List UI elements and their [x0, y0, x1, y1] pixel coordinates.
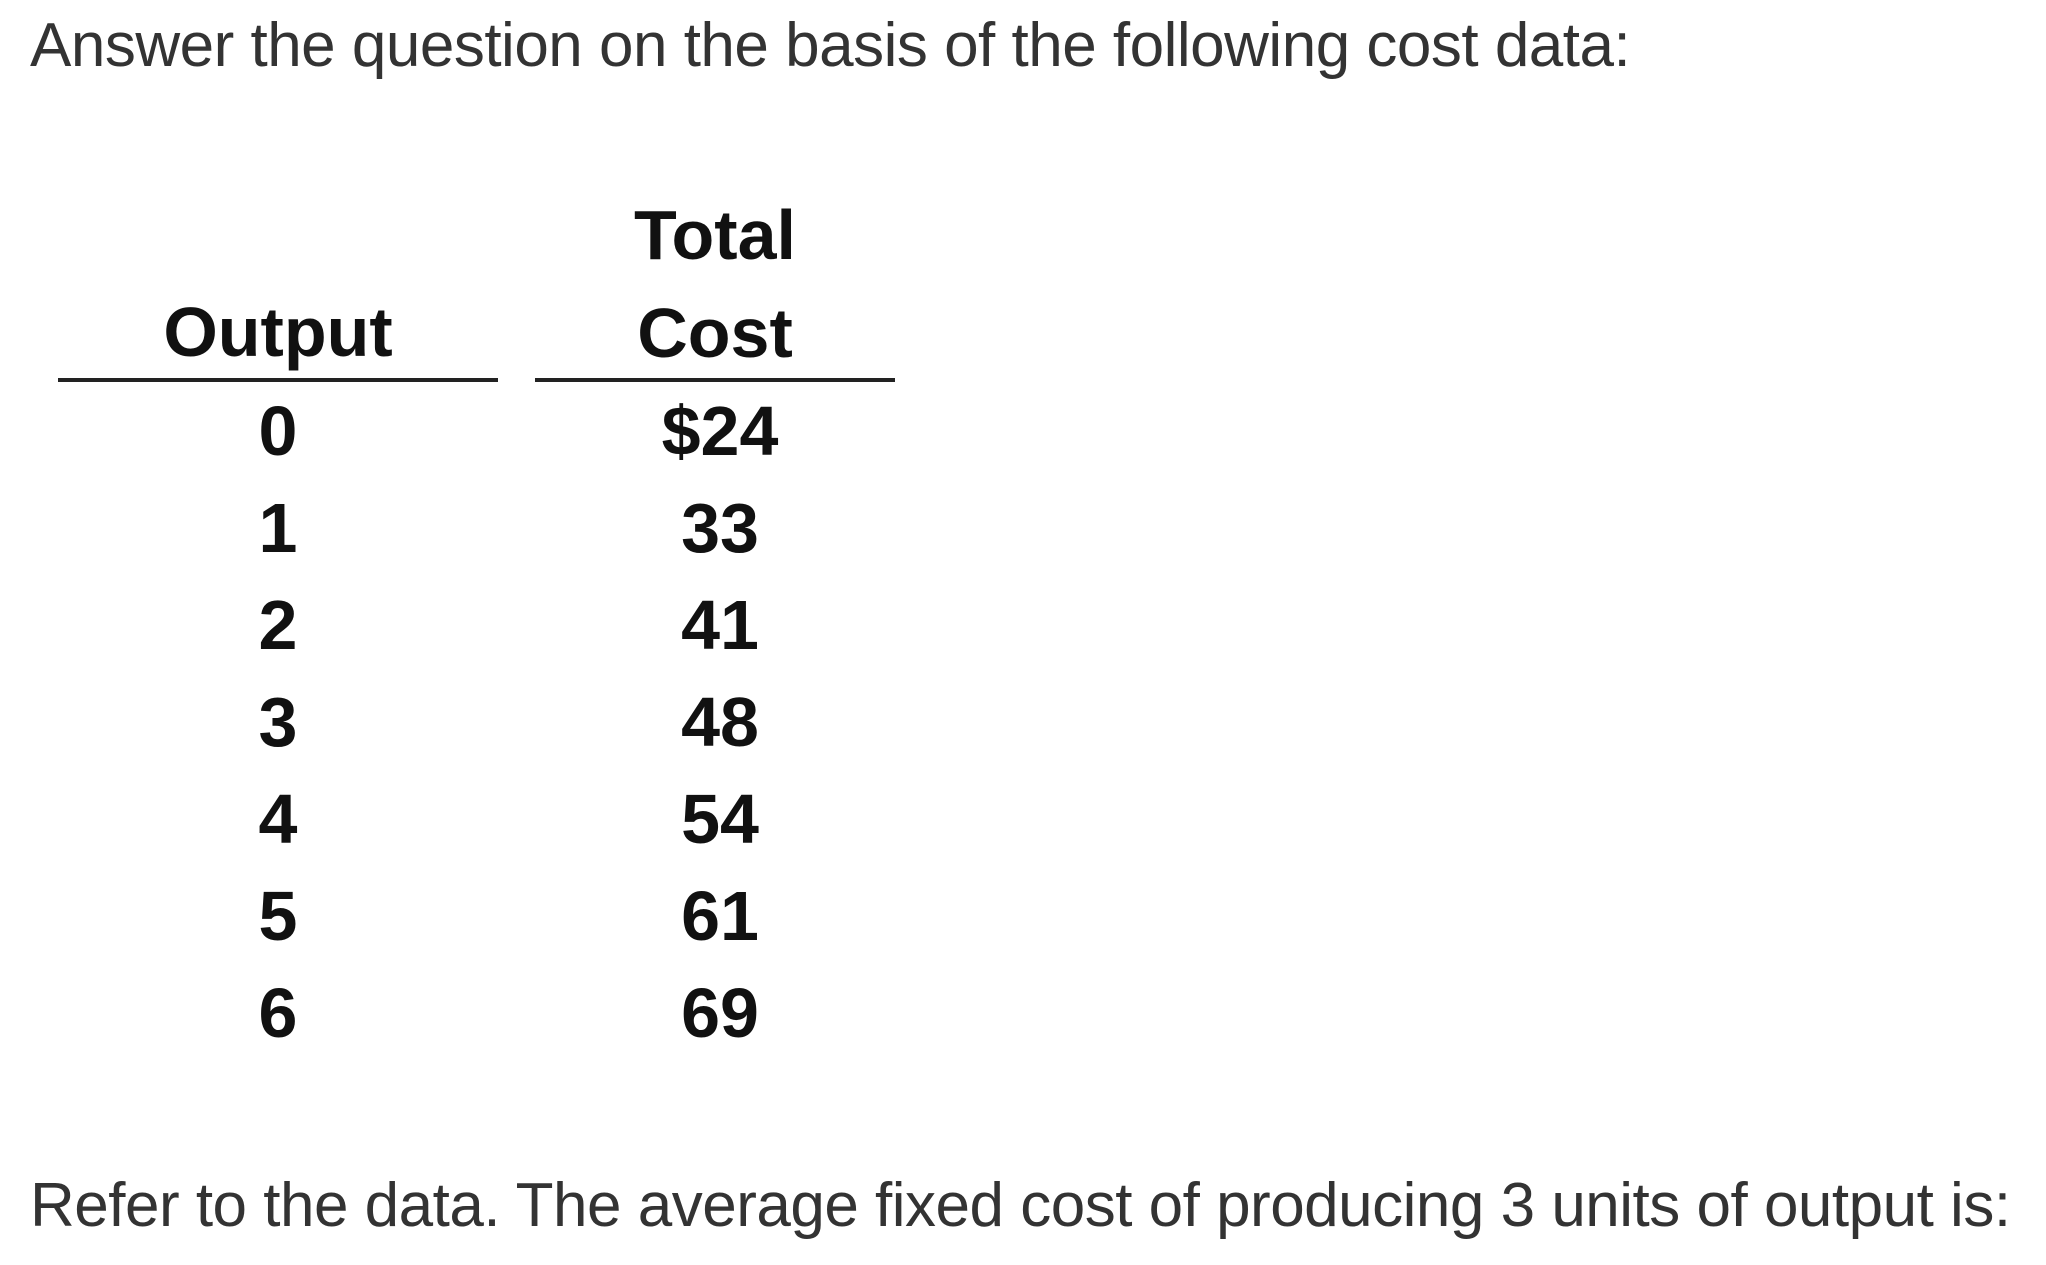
total-cost-cell: $24 — [661, 392, 779, 470]
output-cell: 4 — [258, 780, 298, 858]
table-row: 5 61 — [0, 867, 1000, 965]
total-cost-cell: 61 — [681, 877, 759, 955]
intro-text: Answer the question on the basis of the … — [30, 11, 1631, 80]
header-underline-total-cost — [535, 378, 895, 382]
output-cell: 1 — [258, 489, 298, 567]
header-total-cost-line1: Total — [633, 196, 796, 274]
total-cost-cell: 41 — [681, 586, 759, 664]
output-cell: 3 — [258, 683, 298, 761]
total-cost-cell: 48 — [681, 683, 759, 761]
output-cell: 2 — [258, 586, 298, 664]
table-row: 1 33 — [0, 479, 1000, 577]
table-row: 6 69 — [0, 964, 1000, 1062]
output-cell: 6 — [258, 974, 298, 1052]
question-text: Refer to the data. The average fixed cos… — [30, 1171, 2011, 1240]
cost-data-table: Total Cost Output 0 $24 1 33 2 41 3 48 4… — [0, 0, 1000, 1100]
header-output: Output — [163, 293, 393, 371]
total-cost-cell: 33 — [681, 489, 759, 567]
header-total-cost: Total Cost — [535, 186, 895, 382]
total-cost-cell: 69 — [681, 974, 759, 1052]
header-total-cost-line2: Cost — [637, 294, 793, 372]
output-cell: 5 — [258, 877, 298, 955]
table-row: 3 48 — [0, 673, 1000, 771]
header-underline-output — [58, 378, 498, 382]
total-cost-cell: 54 — [681, 780, 759, 858]
table-row: 0 $24 — [0, 382, 1000, 480]
table-row: 4 54 — [0, 770, 1000, 868]
output-cell: 0 — [258, 392, 298, 470]
table-row: 2 41 — [0, 576, 1000, 674]
